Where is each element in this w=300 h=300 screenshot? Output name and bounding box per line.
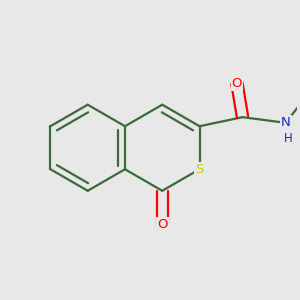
Text: O: O xyxy=(232,77,242,90)
Text: S: S xyxy=(195,163,204,176)
Text: O: O xyxy=(157,218,167,231)
Text: N: N xyxy=(281,116,290,129)
Text: H: H xyxy=(284,132,292,145)
